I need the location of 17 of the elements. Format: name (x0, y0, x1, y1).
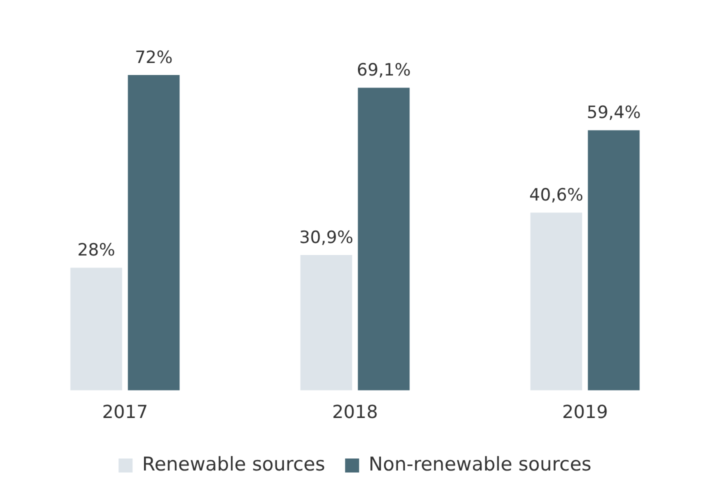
bar (128, 75, 180, 390)
bar (70, 268, 122, 390)
bar (358, 88, 410, 390)
data-label: 59,4% (586, 103, 641, 124)
legend-label: Non-renewable sources (368, 453, 592, 476)
bar (530, 212, 582, 390)
data-label: 40,6% (529, 185, 584, 206)
data-label: 72% (134, 48, 173, 68)
legend-label: Renewable sources (142, 453, 326, 476)
x-tick-label: 2017 (102, 402, 148, 423)
data-label: 69,1% (356, 60, 411, 81)
bar (588, 130, 640, 390)
x-tick-label: 2018 (332, 402, 378, 423)
data-label: 30,9% (299, 228, 354, 248)
x-tick-label: 2019 (562, 402, 608, 423)
bar (300, 255, 352, 390)
data-label: 28% (77, 240, 116, 261)
